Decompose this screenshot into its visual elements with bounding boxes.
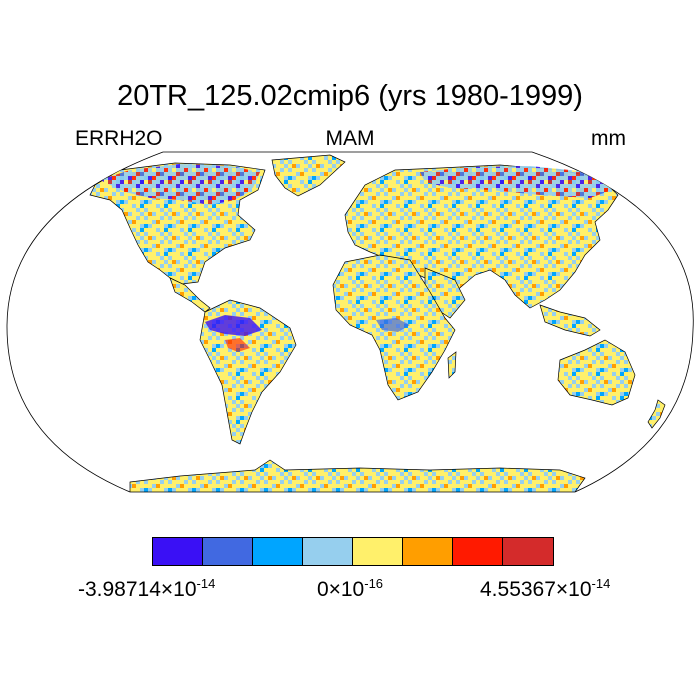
colorbar-max-label: 4.55367×10-14 (480, 576, 611, 601)
colorbar-mid-label: 0×10-16 (316, 576, 384, 601)
variable-label: ERRH2O (75, 127, 163, 150)
season-label: MAM (325, 127, 375, 150)
anomaly-siberia (420, 166, 612, 198)
anomaly-canada (100, 164, 260, 205)
land-maritime-asia (539, 304, 601, 337)
land-central-america (169, 277, 211, 313)
colorbar-box-7 (453, 538, 503, 565)
colorbar-min-label: -3.98714×10-14 (78, 576, 216, 601)
colorbar-box-1 (153, 538, 203, 565)
colorbar (152, 537, 554, 566)
colorbar-box-8 (503, 538, 553, 565)
land-australia (557, 339, 636, 406)
land-greenland (271, 154, 346, 197)
land-antarctica (129, 459, 586, 492)
colorbar-box-2 (203, 538, 253, 565)
plot-title: 20TR_125.02cmip6 (yrs 1980-1999) (117, 80, 583, 112)
colorbar-box-3 (253, 538, 303, 565)
anomaly-amazon-red (225, 338, 250, 352)
anomaly-africa (376, 318, 410, 332)
units-label: mm (591, 127, 626, 150)
colorbar-box-6 (403, 538, 453, 565)
colorbar-box-4 (303, 538, 353, 565)
anomaly-amazon (205, 315, 262, 336)
land-madagascar (447, 351, 457, 379)
colorbar-box-5 (353, 538, 403, 565)
land-new-zealand (647, 399, 666, 429)
land-south-america (199, 299, 297, 445)
